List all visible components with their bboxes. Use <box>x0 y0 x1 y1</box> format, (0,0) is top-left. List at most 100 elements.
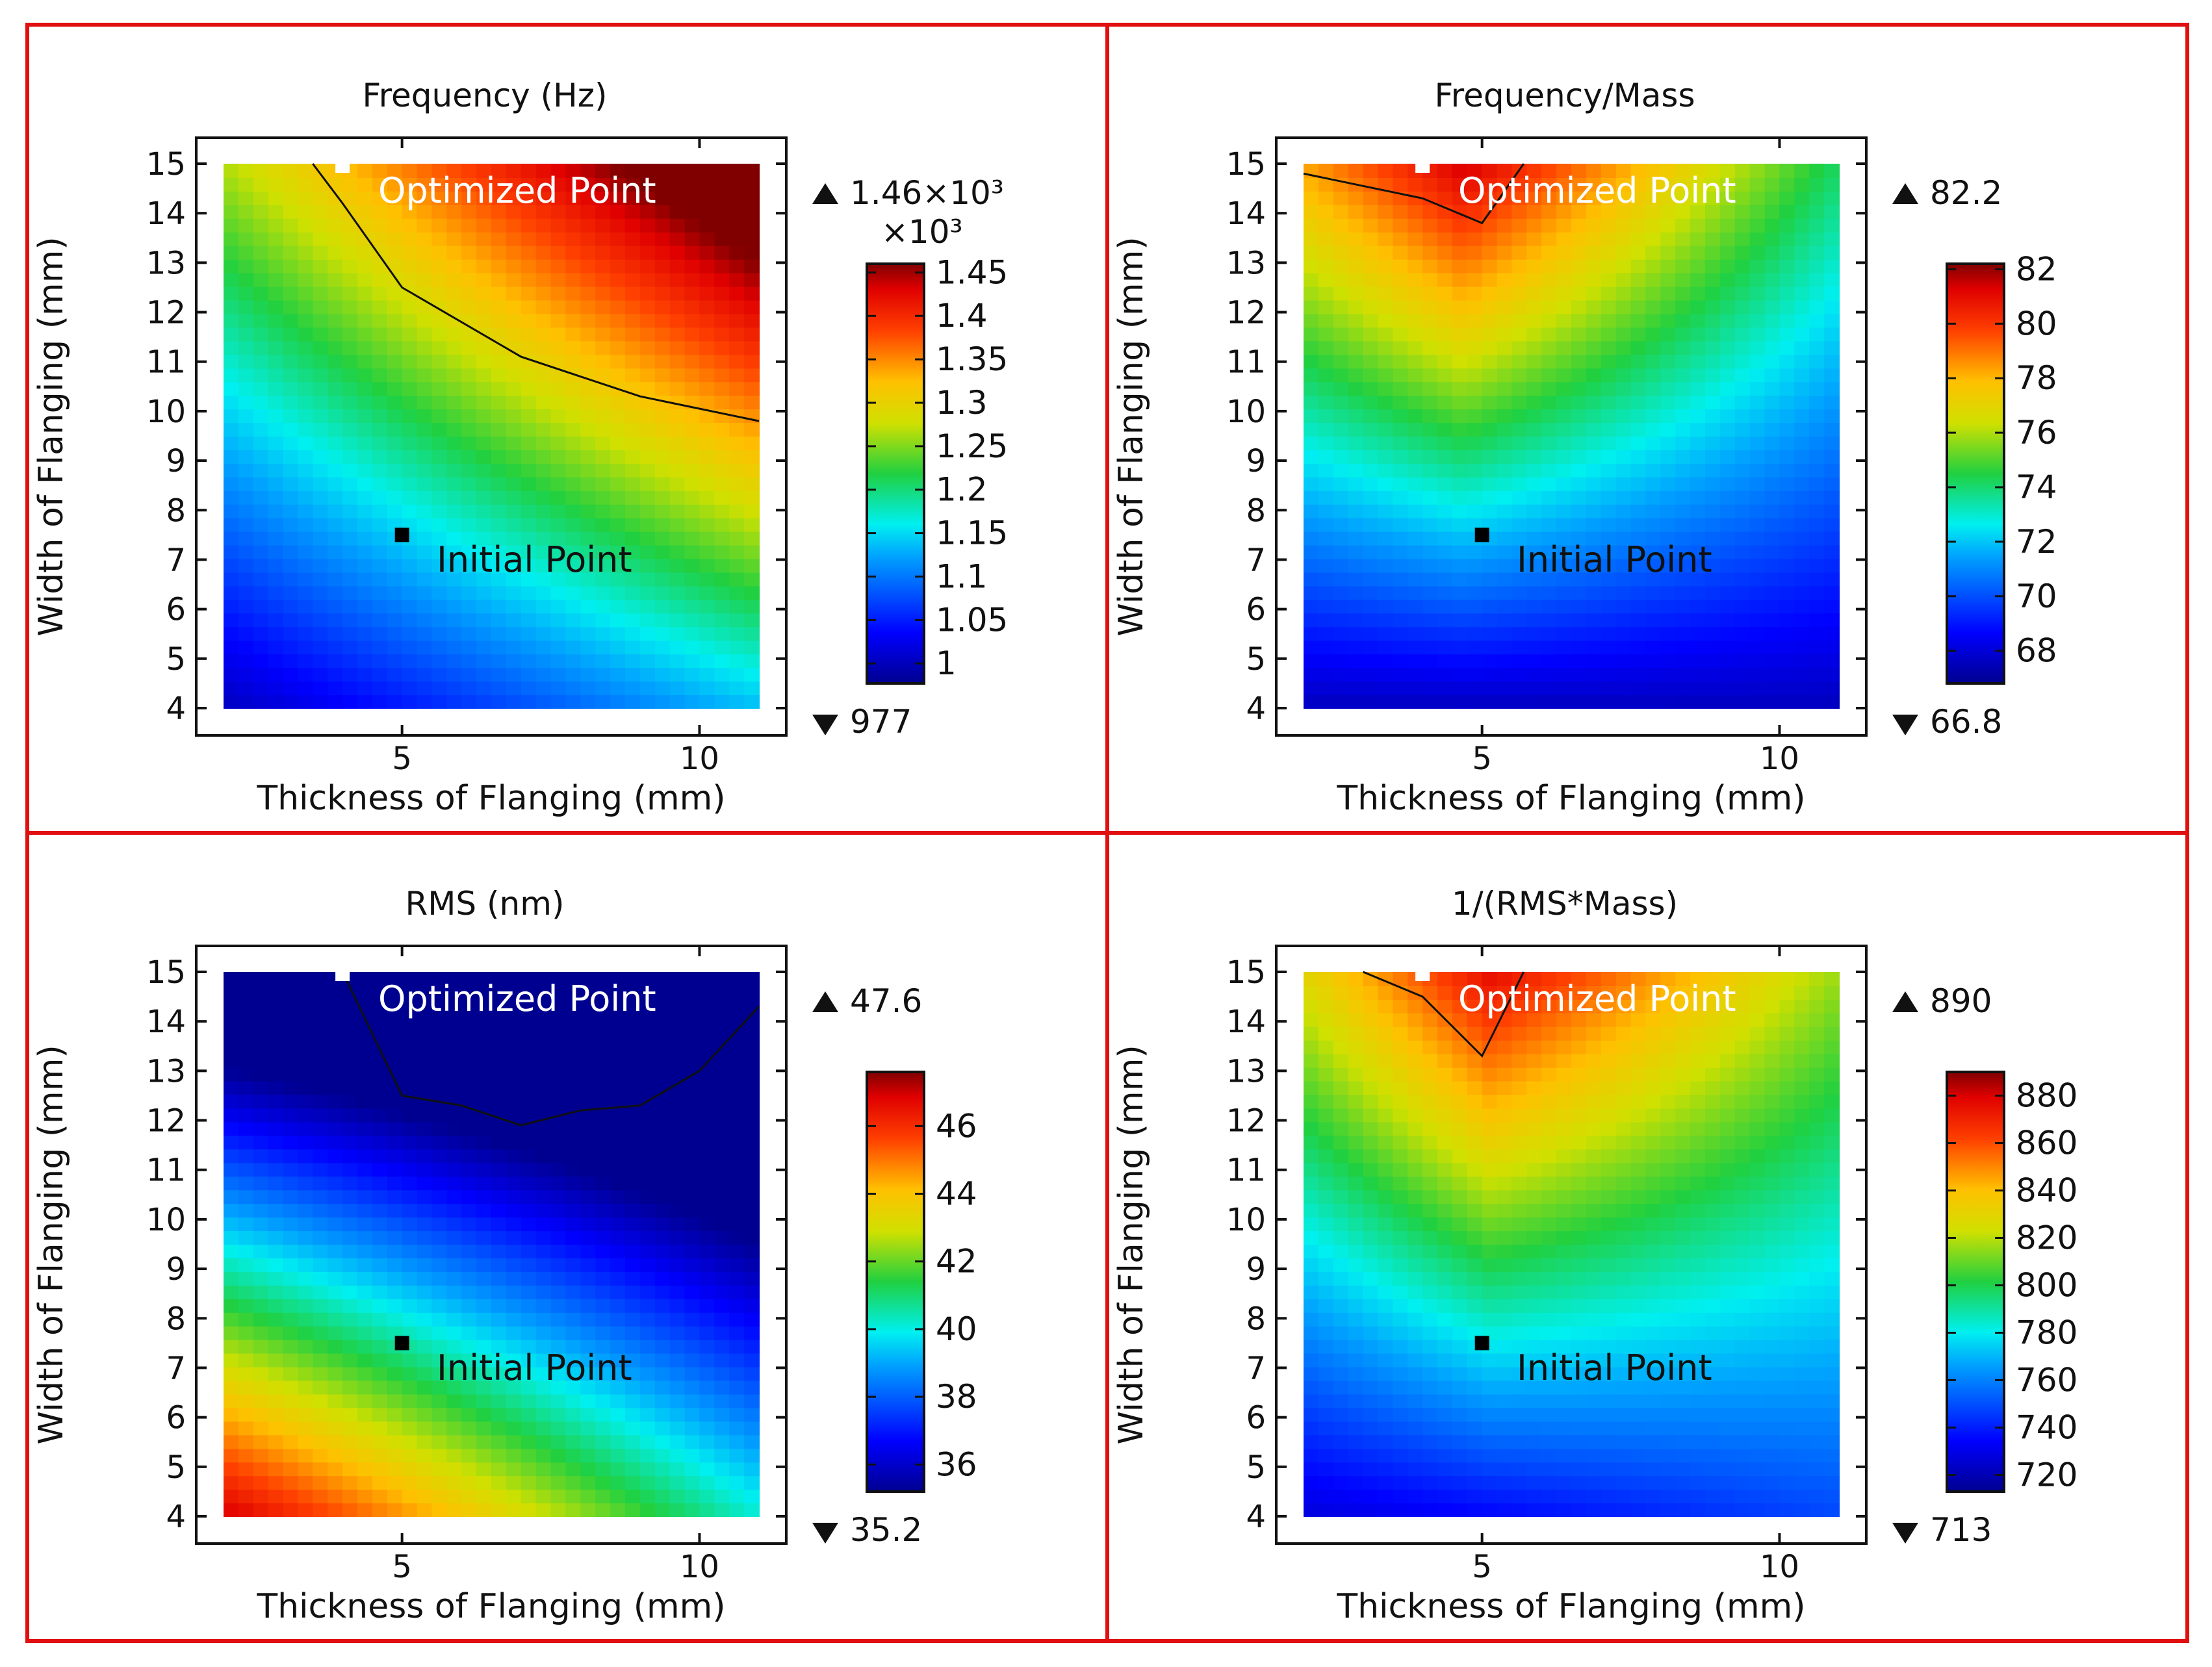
heatmap-cell <box>1526 450 1543 464</box>
heatmap-cell <box>714 640 730 655</box>
heatmap-cell <box>684 558 701 573</box>
heatmap-cell <box>580 667 597 682</box>
heatmap-cell <box>357 327 373 342</box>
heatmap-cell <box>654 422 671 437</box>
heatmap-cell <box>654 177 671 192</box>
heatmap-cell <box>1556 245 1572 260</box>
heatmap-cell <box>535 436 552 450</box>
heatmap-cell <box>313 558 329 573</box>
heatmap-cell <box>1794 490 1810 505</box>
heatmap-cell <box>1378 1080 1394 1095</box>
heatmap-cell <box>476 381 492 396</box>
heatmap-cell <box>253 259 269 274</box>
heatmap-cell <box>1675 164 1691 178</box>
heatmap-cell <box>714 544 730 559</box>
initial-point-marker <box>1474 528 1489 542</box>
heatmap-cell <box>654 354 671 369</box>
heatmap-cell <box>342 599 358 614</box>
heatmap-cell <box>744 422 760 437</box>
heatmap-cell <box>669 985 686 1000</box>
heatmap-cell <box>699 599 715 614</box>
heatmap-cell <box>744 436 760 450</box>
heatmap-cell <box>1318 694 1334 709</box>
heatmap-cell <box>1809 245 1825 260</box>
heatmap-cell <box>1645 231 1662 246</box>
heatmap-cell <box>625 1407 641 1422</box>
heatmap-cell <box>461 286 478 301</box>
heatmap-cell <box>1734 190 1751 205</box>
heatmap-cell <box>461 218 478 233</box>
heatmap-cell <box>387 999 403 1013</box>
heatmap-cell <box>417 1434 433 1449</box>
heatmap-cell <box>550 681 567 696</box>
heatmap-cell <box>506 1434 522 1449</box>
heatmap-cell <box>1452 613 1468 628</box>
heatmap-cell <box>1675 667 1691 682</box>
heatmap-cell <box>431 218 448 233</box>
heatmap-cell <box>1422 1190 1438 1204</box>
heatmap-cell <box>1764 667 1781 682</box>
heatmap-cell <box>1482 544 1498 559</box>
heatmap-cell <box>417 1162 433 1177</box>
heatmap-cell <box>714 1217 730 1232</box>
heatmap-cell <box>357 1434 373 1449</box>
heatmap-cell <box>1630 409 1647 424</box>
heatmap-cell <box>328 503 344 518</box>
heatmap-cell <box>1645 667 1662 682</box>
heatmap-cell <box>283 544 299 559</box>
heatmap-cell <box>372 313 388 328</box>
heatmap-cell <box>417 599 433 614</box>
heatmap-cell <box>669 1462 686 1477</box>
heatmap-cell <box>729 1217 745 1232</box>
heatmap-cell <box>550 1489 567 1504</box>
heatmap-cell <box>1675 476 1691 491</box>
heatmap-cell <box>1764 517 1781 532</box>
heatmap-cell <box>729 1393 745 1408</box>
heatmap-cell <box>654 313 671 328</box>
heatmap-cell <box>1719 218 1736 233</box>
heatmap-cell <box>639 231 656 246</box>
heatmap-cell <box>328 599 344 614</box>
heatmap-cell <box>1452 368 1468 383</box>
heatmap-cell <box>283 1203 299 1218</box>
heatmap-cell <box>654 381 671 396</box>
heatmap-cell <box>387 313 403 328</box>
heatmap-cell <box>1497 190 1513 205</box>
heatmap-cell <box>1571 558 1587 573</box>
heatmap-cell <box>253 1217 269 1232</box>
heatmap-cell <box>1304 1462 1319 1477</box>
heatmap-cell <box>224 667 239 682</box>
heatmap-cell <box>417 626 433 641</box>
heatmap-cell <box>744 450 760 464</box>
heatmap-cell <box>699 1203 715 1218</box>
heatmap-cell <box>1809 368 1825 383</box>
heatmap-cell <box>476 985 492 1000</box>
heatmap-cell <box>446 1298 463 1313</box>
heatmap-cell <box>446 1135 463 1150</box>
heatmap-cell <box>1660 272 1677 287</box>
heatmap-cell <box>238 1298 254 1313</box>
heatmap-cell <box>431 681 448 696</box>
heatmap-cell <box>342 654 358 668</box>
heatmap-cell <box>1452 272 1468 287</box>
heatmap-cell <box>580 259 597 274</box>
heatmap-cell <box>1363 1434 1379 1449</box>
heatmap-cell <box>521 1162 537 1177</box>
heatmap-cell <box>253 1448 269 1463</box>
heatmap-cell <box>1615 558 1632 573</box>
heatmap-cell <box>550 1298 567 1313</box>
heatmap-cell <box>1556 204 1572 219</box>
heatmap-cell <box>1645 354 1662 369</box>
heatmap-cell <box>1333 1258 1349 1272</box>
heatmap-cell <box>1511 245 1528 260</box>
heatmap-cell <box>1333 1393 1349 1408</box>
heatmap-cell <box>550 667 567 682</box>
heatmap-cell <box>699 1339 715 1354</box>
heatmap-cell <box>238 327 254 342</box>
heatmap-cell <box>565 531 582 546</box>
heatmap-cell <box>268 1067 284 1082</box>
heatmap-cell <box>714 164 730 178</box>
heatmap-cell <box>238 286 254 301</box>
heatmap-cell <box>224 1026 239 1041</box>
